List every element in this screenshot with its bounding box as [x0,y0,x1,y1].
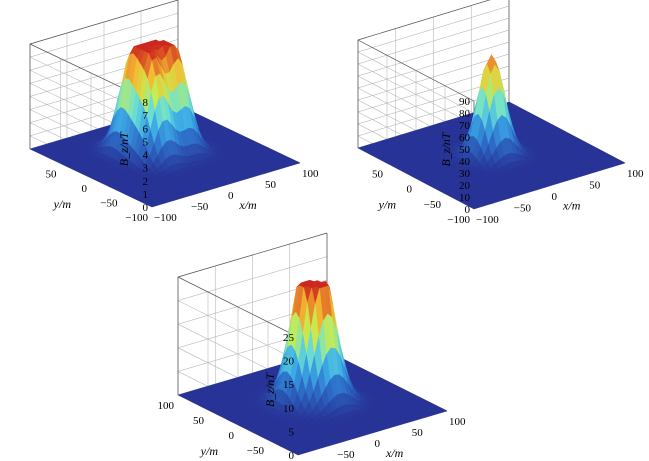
z-tick-label: 80 [459,108,471,120]
axis-labels: B_z/nT x/m y/m [200,372,404,460]
z-tick-label: 2 [143,176,149,188]
surface [177,279,448,456]
x-axis-label: x/m [562,199,581,213]
axis-labels: B_z/nT x/m y/m [53,131,257,212]
y-tick-label: 50 [46,169,58,181]
x-tick-label: −100 [154,212,177,224]
x-tick-label: −100 [476,214,499,226]
y-tick-label: 0 [82,183,88,195]
z-tick-label: 10 [283,403,295,415]
z-tick-label: 60 [459,132,471,144]
y-tick-label: −50 [247,445,265,457]
axis-labels: B_z/nT x/m y/m [378,131,581,212]
surface [29,39,301,208]
y-tick-label: 0 [407,184,413,196]
y-tick-label: 100 [158,400,175,412]
x-tick-label: 100 [302,168,319,180]
z-tick-label: 90 [459,96,471,108]
z-tick-label: 20 [283,356,295,368]
x-tick-label: 100 [449,416,466,428]
z-tick-label: 8 [143,97,149,109]
x-axis-label: x/m [385,446,404,460]
z-tick-label: 20 [459,180,471,192]
z-tick-label: 7 [143,110,149,122]
z-tick-label: 50 [459,144,471,156]
x-tick-label: 50 [265,179,277,191]
x-tick-label: −50 [514,203,532,215]
y-axis-label: y/m [200,444,219,458]
x-axis-label: x/m [238,198,257,212]
y-axis-label: y/m [378,198,397,212]
z-tick-label: 1 [143,189,149,201]
z-tick-label: 4 [143,150,149,162]
z-tick-label: 30 [459,168,471,180]
z-tick-label: 40 [459,156,471,168]
y-tick-label: 50 [372,168,384,180]
z-axis-label: B_z/nT [439,131,453,166]
x-tick-label: −50 [337,449,355,461]
surface-plot-1: 012345678−100−50050100−100−50050B_z/nTx/… [29,0,320,224]
x-tick-label: 0 [375,438,381,450]
z-tick-label: 10 [459,192,471,204]
z-tick-label: 0 [289,450,295,461]
y-axis-label: y/m [53,197,72,211]
y-tick-label: 0 [229,430,235,442]
z-axis-label: B_z/nT [263,372,277,407]
y-tick-label: −50 [424,199,442,211]
y-tick-label: −100 [447,214,470,226]
y-tick-label: −50 [100,198,118,210]
z-tick-label: 5 [143,136,149,148]
z-tick-label: 3 [143,163,149,175]
z-tick-label: 15 [283,379,295,391]
z-tick-label: 70 [459,120,471,132]
x-tick-label: 0 [552,191,558,203]
z-tick-label: 25 [283,332,295,344]
x-tick-label: 0 [228,190,234,202]
x-tick-label: 100 [627,168,644,180]
z-tick-label: 5 [289,426,295,438]
x-tick-label: 50 [412,427,424,439]
z-tick-label: 0 [465,204,471,216]
surface [357,54,626,210]
z-tick-label: 6 [143,123,149,135]
surface-plot-3: 0510152025−100−50050100−100−50050100B_z/… [158,232,467,461]
z-axis-label: B_z/nT [117,131,131,166]
z-tick-label: 0 [143,202,149,214]
x-tick-label: 50 [589,180,601,192]
x-tick-label: −50 [191,201,209,213]
tick-labels: 0102030405060708090−100−50050100−100−500… [372,96,644,226]
y-tick-label: −100 [125,212,148,224]
surface-plot-2: 0102030405060708090−100−50050100−100−500… [357,0,644,226]
y-tick-label: 50 [193,415,205,427]
